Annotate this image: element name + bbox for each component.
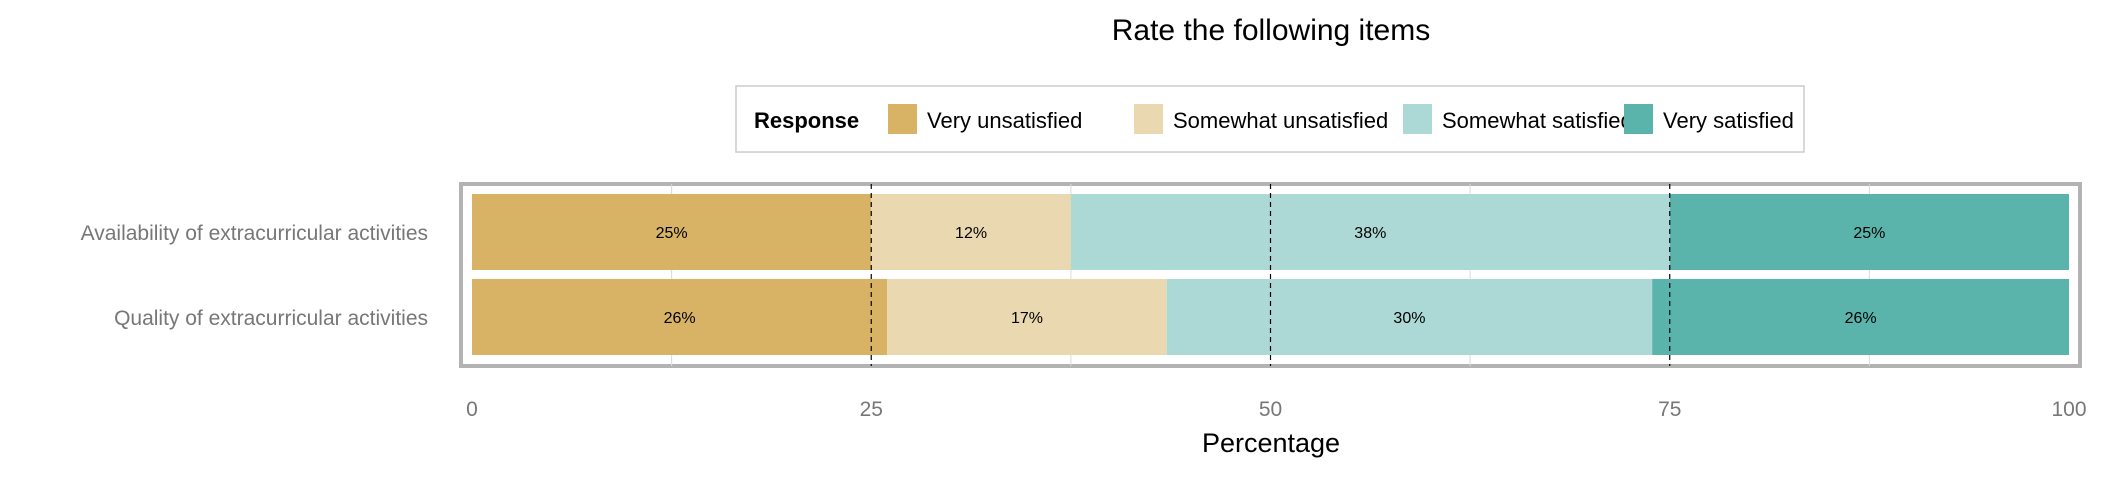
data-label: 17% <box>1011 310 1043 327</box>
y-tick-label: Quality of extracurricular activities <box>114 307 428 330</box>
bar-segment <box>1652 279 2069 355</box>
y-tick-label: Availability of extracurricular activiti… <box>81 222 428 245</box>
data-label: 38% <box>1354 225 1386 242</box>
legend-title: Response <box>754 108 859 133</box>
legend: Response Very unsatisfied Somewhat unsati… <box>735 85 1805 153</box>
bar-segment <box>1669 194 2069 270</box>
bar-segment <box>1070 194 1670 270</box>
legend-swatch <box>1134 104 1163 134</box>
legend-label: Somewhat satisfied <box>1442 108 1633 133</box>
chart-title: Rate the following items <box>1112 14 1431 47</box>
legend-swatch <box>888 104 917 134</box>
x-tick-label: 75 <box>1658 398 1681 421</box>
x-tick-label: 100 <box>2051 398 2086 421</box>
data-label: 30% <box>1393 310 1425 327</box>
plot-area: 25% 12% 38% 25% Availability of extracurricu… <box>81 182 2087 421</box>
data-label: 25% <box>656 225 688 242</box>
legend-swatch <box>1403 104 1432 134</box>
legend-label: Very unsatisfied <box>927 108 1082 133</box>
legend-swatch <box>1624 104 1653 134</box>
x-tick-label: 0 <box>466 398 478 421</box>
legend-items: Very unsatisfied Somewhat unsatisfied Some… <box>888 104 1794 134</box>
bar-segment <box>472 194 872 270</box>
data-label: 25% <box>1853 225 1885 242</box>
x-tick-label: 50 <box>1259 398 1282 421</box>
legend-label: Very satisfied <box>1663 108 1794 133</box>
data-label: 26% <box>664 310 696 327</box>
data-label: 12% <box>955 225 987 242</box>
legend-label: Somewhat unsatisfied <box>1173 108 1388 133</box>
x-axis-label: Percentage <box>1202 428 1340 458</box>
x-tick-label: 25 <box>860 398 883 421</box>
bar-segment <box>1166 279 1653 355</box>
data-label: 26% <box>1845 310 1877 327</box>
bar-segment <box>472 279 888 355</box>
bar-segment <box>887 279 1167 355</box>
bar-segment <box>871 194 1071 270</box>
